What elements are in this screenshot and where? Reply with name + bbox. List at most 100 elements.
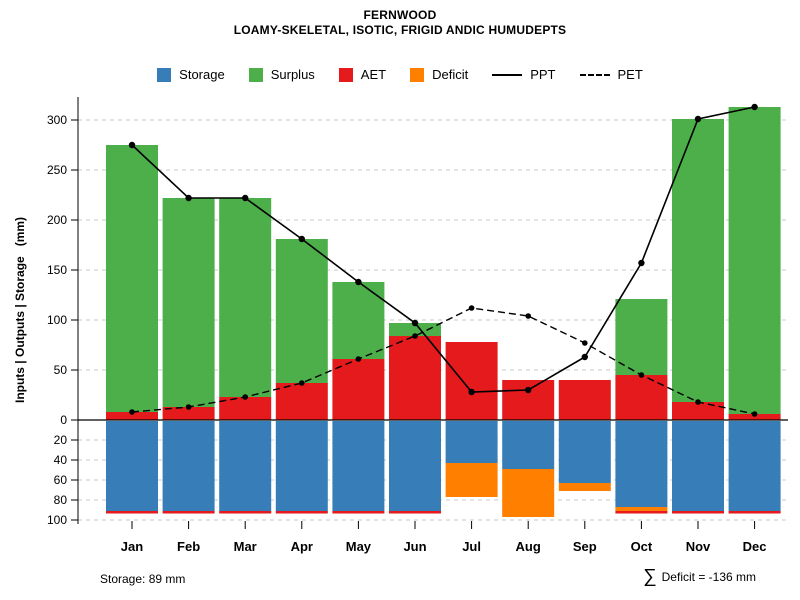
y-tick-label-upper-100: 100 bbox=[47, 313, 67, 327]
bar-surplus-mar bbox=[219, 198, 272, 397]
y-axis-title: Inputs | Outputs | Storage (mm) bbox=[13, 217, 27, 403]
bar-deficit-aug bbox=[502, 469, 555, 517]
ppt-marker-jul bbox=[468, 388, 475, 396]
bar-storage-aug bbox=[502, 421, 555, 469]
pet-marker-apr bbox=[299, 380, 305, 386]
storage-capacity-cap-jan bbox=[106, 511, 158, 514]
storage-annotation: Storage: 89 mm bbox=[100, 572, 186, 586]
bar-storage-nov bbox=[672, 421, 724, 511]
ppt-marker-feb bbox=[185, 194, 192, 202]
y-tick-label-lower-40: 40 bbox=[54, 453, 68, 467]
pet-line-sample bbox=[579, 73, 610, 76]
ppt-marker-dec bbox=[751, 103, 758, 111]
storage-capacity-cap-may bbox=[332, 511, 385, 514]
storage-capacity-cap-nov bbox=[672, 511, 724, 514]
month-label-dec: Dec bbox=[743, 539, 767, 554]
y-tick-label-upper-300: 300 bbox=[47, 113, 67, 127]
bar-surplus-nov bbox=[672, 119, 724, 402]
pet-line bbox=[131, 307, 755, 415]
bar-surplus-dec bbox=[728, 107, 781, 414]
ppt-line-sample bbox=[492, 73, 523, 76]
legend-label-storage: Storage bbox=[179, 67, 225, 82]
pet-marker-may bbox=[355, 356, 362, 362]
storage-capacity-cap-jun bbox=[389, 511, 441, 514]
ppt-marker-mar bbox=[242, 194, 249, 202]
bar-aet-mar bbox=[219, 397, 272, 420]
aet-swatch bbox=[338, 67, 353, 82]
bar-storage-jul bbox=[445, 421, 498, 463]
chart-title: FERNWOOD bbox=[363, 8, 437, 22]
bar-deficit-jul bbox=[445, 463, 498, 497]
legend-item-storage: Storage bbox=[157, 67, 225, 82]
bar-aet-jun bbox=[389, 336, 441, 420]
bar-aet-apr bbox=[275, 383, 328, 420]
bar-aet-jan bbox=[106, 412, 158, 420]
month-label-jul: Jul bbox=[462, 539, 481, 554]
legend-item-aet: AET bbox=[338, 67, 387, 82]
ppt-marker-nov bbox=[694, 115, 702, 123]
ppt-marker-may bbox=[355, 278, 362, 286]
sigma-symbol: ∑ bbox=[643, 566, 657, 587]
storage-capacity-cap-oct bbox=[615, 511, 668, 514]
pet-marker-jan bbox=[129, 409, 135, 415]
bar-aet-feb bbox=[162, 407, 215, 420]
ppt-marker-aug bbox=[525, 386, 532, 394]
y-tick-label-lower-80: 80 bbox=[54, 493, 68, 507]
pet-marker-dec bbox=[751, 411, 758, 417]
bar-deficit-oct bbox=[615, 507, 668, 511]
y-tick-label-upper-250: 250 bbox=[47, 163, 67, 177]
month-label-apr: Apr bbox=[291, 539, 313, 554]
bar-aet-aug bbox=[502, 380, 555, 420]
pet-marker-jul bbox=[468, 305, 475, 311]
ppt-marker-sep bbox=[581, 353, 588, 361]
deficit-annotation: ∑ Deficit = -136 mm bbox=[643, 567, 756, 586]
deficit-swatch bbox=[410, 67, 425, 82]
legend-label-deficit: Deficit bbox=[432, 67, 469, 82]
bar-aet-jul bbox=[445, 342, 498, 420]
bar-deficit-sep bbox=[558, 483, 611, 491]
surplus-swatch bbox=[248, 67, 263, 82]
y-tick-label-upper-50: 50 bbox=[54, 363, 68, 377]
month-label-may: May bbox=[346, 539, 372, 554]
bar-aet-oct bbox=[615, 375, 668, 420]
bar-storage-sep bbox=[558, 421, 611, 483]
chart-subtitle: LOAMY-SKELETAL, ISOTIC, FRIGID ANDIC HUM… bbox=[233, 23, 567, 37]
y-tick-label-upper-150: 150 bbox=[47, 263, 67, 277]
deficit-annotation-text: Deficit = -136 mm bbox=[661, 569, 756, 584]
pet-marker-aug bbox=[525, 313, 531, 319]
bar-aet-dec bbox=[728, 414, 781, 420]
legend-label-surplus: Surplus bbox=[270, 67, 315, 82]
storage-capacity-cap-apr bbox=[275, 511, 328, 514]
bar-storage-apr bbox=[275, 421, 328, 511]
bar-aet-sep bbox=[558, 380, 611, 420]
ppt-marker-oct bbox=[638, 259, 645, 267]
month-label-aug: Aug bbox=[516, 539, 541, 554]
bar-storage-feb bbox=[162, 421, 215, 511]
legend-label-pet: PET bbox=[617, 67, 643, 82]
bar-storage-mar bbox=[219, 421, 272, 511]
bar-storage-oct bbox=[615, 421, 668, 507]
legend: Storage Surplus AET Deficit PPT PET bbox=[0, 67, 800, 82]
pet-marker-sep bbox=[582, 340, 588, 346]
bar-storage-jan bbox=[106, 421, 158, 511]
y-tick-label-lower-60: 60 bbox=[54, 473, 68, 487]
month-label-nov: Nov bbox=[686, 539, 711, 554]
pet-marker-mar bbox=[242, 394, 248, 400]
legend-item-surplus: Surplus bbox=[248, 67, 315, 82]
bar-surplus-jan bbox=[106, 145, 158, 412]
bar-storage-may bbox=[332, 421, 385, 511]
storage-capacity-cap-feb bbox=[162, 511, 215, 514]
y-tick-label-upper-200: 200 bbox=[47, 213, 67, 227]
pet-marker-nov bbox=[695, 399, 701, 405]
month-label-sep: Sep bbox=[573, 539, 597, 554]
bar-surplus-oct bbox=[615, 299, 668, 375]
ppt-marker-jun bbox=[411, 319, 419, 327]
legend-label-aet: AET bbox=[360, 67, 387, 82]
month-label-oct: Oct bbox=[631, 539, 653, 554]
y-tick-label-upper-0: 0 bbox=[60, 413, 67, 427]
pet-marker-oct bbox=[638, 372, 645, 378]
bar-surplus-apr bbox=[275, 239, 328, 383]
bar-storage-jun bbox=[389, 421, 441, 511]
